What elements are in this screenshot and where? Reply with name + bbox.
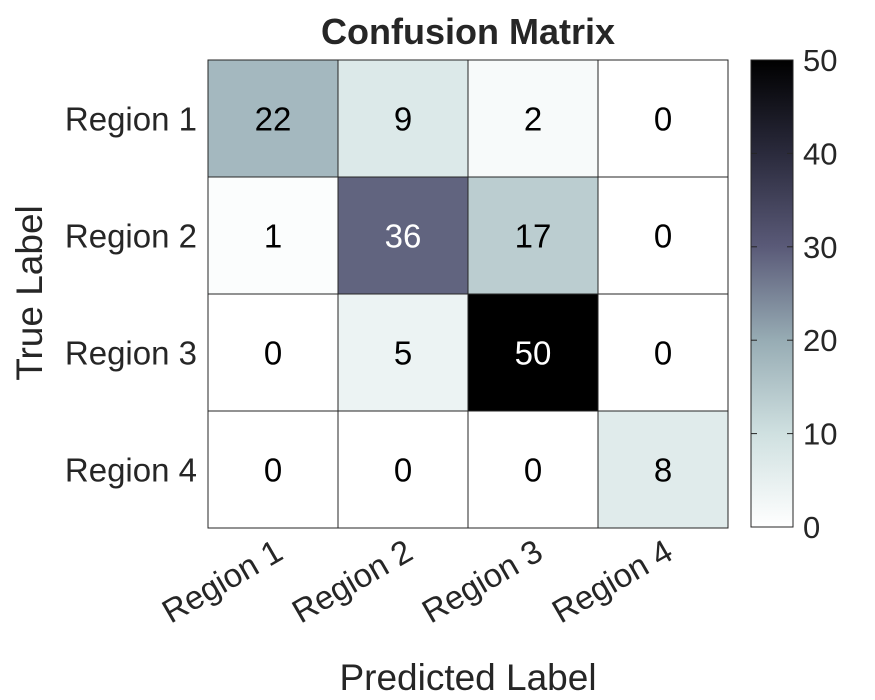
y-tick-label: Region 4 [65, 452, 197, 489]
heatmap-cell [597, 59, 729, 178]
y-axis-label: True Label [9, 205, 50, 381]
heatmap-cells: 22 9 2 0 1 36 17 0 0 5 50 0 0 0 0 8 [207, 59, 729, 529]
cell-value-label: 1 [264, 218, 282, 255]
heatmap-cell [597, 293, 729, 412]
cell-value-label: 50 [515, 335, 552, 372]
heatmap-cell [597, 176, 729, 295]
y-tick-labels: Region 1 Region 2 Region 3 Region 4 [65, 101, 197, 489]
colorbar-ticks: 0 10 20 30 40 50 [751, 43, 837, 545]
y-tick-label: Region 1 [65, 101, 197, 138]
colorbar-tick-label: 50 [803, 43, 837, 78]
x-axis-label: Predicted Label [339, 657, 596, 698]
heatmap-cell [467, 59, 599, 178]
heatmap-cell [207, 176, 339, 295]
heatmap-cell [337, 410, 469, 529]
x-tick-label: Region 3 [416, 532, 549, 630]
colorbar-tick-label: 20 [803, 323, 837, 358]
heatmap-cell [337, 176, 469, 295]
cell-value-label: 5 [394, 335, 412, 372]
cell-value-label: 8 [654, 452, 672, 489]
y-tick-label: Region 2 [65, 218, 197, 255]
x-tick-label: Region 4 [546, 532, 679, 630]
cell-value-label: 0 [654, 218, 672, 255]
colorbar-tick-label: 0 [803, 510, 820, 545]
cell-value-label: 0 [394, 452, 412, 489]
x-tick-label: Region 2 [286, 532, 419, 630]
heatmap-cell [597, 410, 729, 529]
x-tick-label: Region 1 [156, 532, 289, 630]
colorbar-tick-label: 30 [803, 230, 837, 265]
cell-value-label: 0 [654, 101, 672, 138]
colorbar-tick-label: 40 [803, 136, 837, 171]
cell-value-label: 0 [264, 452, 282, 489]
colorbar-tick-label: 10 [803, 417, 837, 452]
heatmap-cell [337, 293, 469, 412]
cell-value-label: 17 [515, 218, 552, 255]
cell-value-label: 36 [385, 218, 422, 255]
cell-value-label: 22 [255, 101, 292, 138]
chart-title: Confusion Matrix [321, 11, 615, 52]
colorbar [750, 59, 794, 528]
cell-value-label: 0 [264, 335, 282, 372]
cell-value-label: 0 [524, 452, 542, 489]
heatmap-cell [207, 410, 339, 529]
heatmap-cell [207, 59, 339, 178]
cell-value-label: 2 [524, 101, 542, 138]
heatmap-cell [337, 59, 469, 178]
heatmap-cell [467, 410, 599, 529]
cell-value-label: 0 [654, 335, 672, 372]
cell-value-label: 9 [394, 101, 412, 138]
y-tick-label: Region 3 [65, 335, 197, 372]
